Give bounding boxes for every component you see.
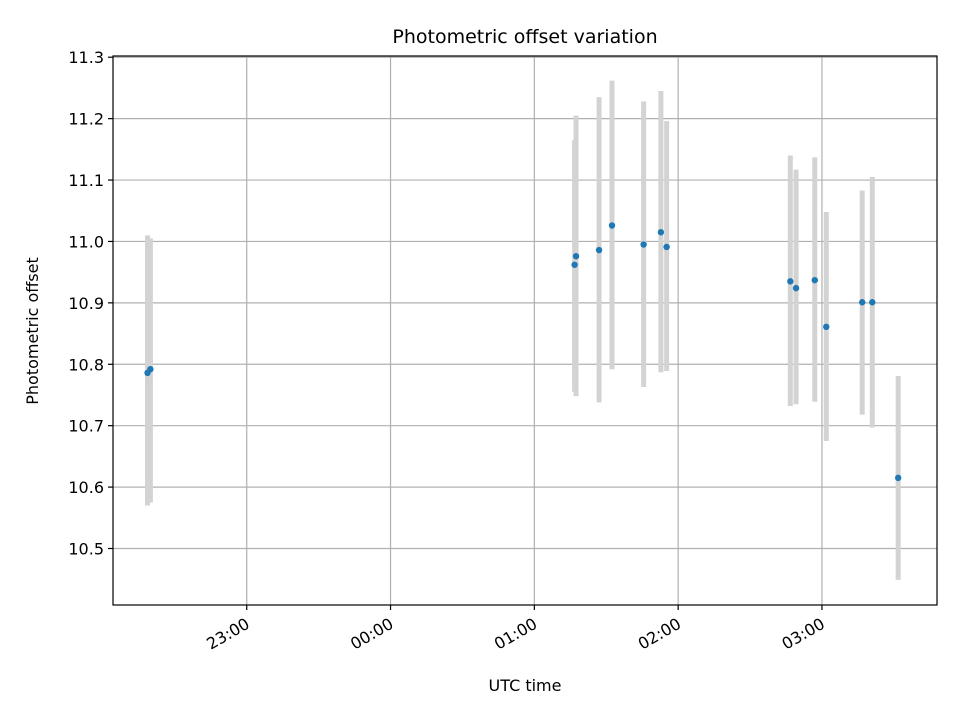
- data-point: [571, 261, 578, 268]
- data-point: [640, 241, 647, 248]
- data-point: [663, 243, 670, 251]
- data-point: [787, 278, 794, 285]
- data-point: [595, 246, 603, 254]
- plot-frame: [112, 55, 938, 606]
- data-point: [859, 299, 866, 306]
- data-point: [823, 323, 830, 331]
- data-point: [869, 299, 876, 306]
- y-tick-label: 11.1: [68, 171, 104, 190]
- y-tick-label: 11.0: [68, 232, 104, 251]
- y-axis-label: Photometric offset: [23, 257, 42, 405]
- y-tick-label: 10.7: [68, 417, 104, 436]
- data-point: [894, 474, 902, 482]
- y-tick-label: 10.5: [68, 540, 104, 559]
- data-point: [792, 284, 800, 292]
- data-points: [144, 222, 902, 482]
- y-tick-label: 10.9: [68, 294, 104, 313]
- y-tick-label: 11.2: [68, 110, 104, 129]
- y-tick-label: 10.6: [68, 478, 104, 497]
- x-axis-label: UTC time: [489, 676, 562, 695]
- y-axis-ticks: 10.5 10.6 10.7 10.8 10.9 11.0 11.1 11.2 11.3: [68, 48, 113, 559]
- data-point: [657, 229, 665, 236]
- y-tick-label: 11.3: [68, 48, 104, 67]
- data-point: [811, 276, 818, 284]
- chart-title: Photometric offset variation: [392, 26, 657, 48]
- data-point: [147, 365, 154, 373]
- y-tick-label: 10.8: [68, 355, 104, 374]
- data-point: [572, 252, 580, 260]
- grid-lines: [113, 56, 937, 605]
- data-point: [608, 222, 616, 229]
